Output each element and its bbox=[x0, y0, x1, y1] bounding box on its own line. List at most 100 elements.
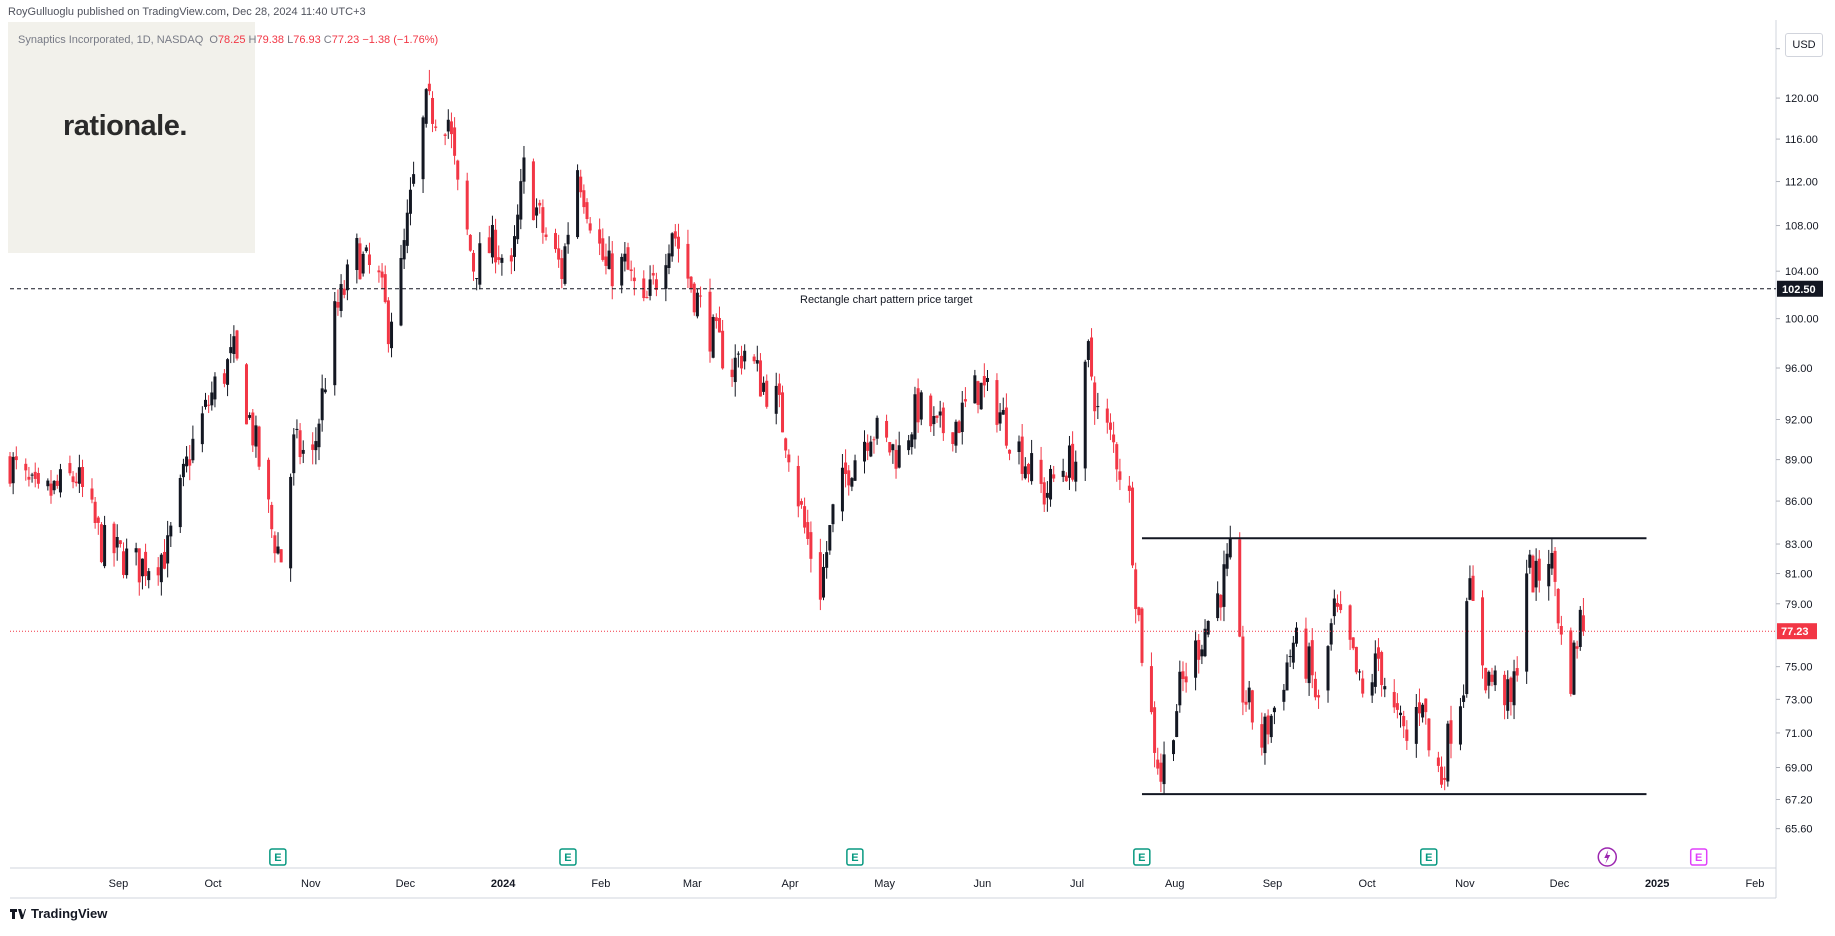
candle-body bbox=[1159, 762, 1163, 782]
candle-body bbox=[1569, 630, 1573, 694]
candle-body bbox=[1247, 687, 1251, 703]
candle-body bbox=[941, 407, 945, 434]
y-tick-label: 86.00 bbox=[1785, 496, 1813, 508]
candle-body bbox=[1203, 628, 1207, 657]
candle-body bbox=[1149, 666, 1153, 713]
candle-body bbox=[1351, 637, 1355, 649]
candle-body bbox=[1376, 647, 1380, 659]
y-tick-label: 75.00 bbox=[1785, 662, 1813, 674]
candle-body bbox=[1004, 407, 1008, 446]
candle-body bbox=[207, 404, 211, 406]
candle-body bbox=[1272, 707, 1276, 713]
high-value: 79.38 bbox=[256, 34, 285, 46]
candle-body bbox=[1291, 642, 1295, 663]
y-tick-label: 71.00 bbox=[1785, 728, 1813, 740]
candle-body bbox=[46, 480, 50, 487]
currency-button[interactable]: USD bbox=[1785, 33, 1823, 57]
candle-body bbox=[629, 269, 633, 272]
x-tick-label: Oct bbox=[204, 878, 221, 890]
candle-body bbox=[711, 316, 715, 358]
candle-body bbox=[538, 202, 542, 206]
candle-body bbox=[866, 442, 870, 451]
candle-body bbox=[531, 161, 535, 221]
candle-body bbox=[736, 353, 740, 355]
candle-body bbox=[434, 126, 438, 128]
last-price-tag bbox=[1777, 623, 1817, 640]
candle-body bbox=[1354, 646, 1358, 673]
candle-body bbox=[1045, 492, 1049, 498]
candle-body bbox=[1506, 679, 1510, 711]
earnings-marker bbox=[846, 848, 864, 866]
watermark-panel: rationale. bbox=[8, 22, 255, 253]
candle-body bbox=[125, 548, 129, 576]
candle-body bbox=[500, 257, 504, 263]
candle-body bbox=[36, 473, 40, 484]
candle-body bbox=[604, 256, 608, 266]
candle-body bbox=[1462, 695, 1466, 702]
candle-body bbox=[1285, 662, 1289, 691]
x-tick-label: Dec bbox=[396, 878, 416, 890]
candle-body bbox=[1294, 627, 1298, 644]
candle-body bbox=[1001, 409, 1005, 415]
candle-body bbox=[891, 444, 895, 451]
candle-body bbox=[453, 127, 457, 156]
y-tick-label: 67.20 bbox=[1785, 794, 1813, 806]
candle-body bbox=[333, 301, 337, 386]
candle-body bbox=[456, 160, 460, 180]
candle-body bbox=[689, 276, 693, 289]
candle-body bbox=[1127, 485, 1131, 491]
candle-body bbox=[695, 292, 699, 317]
candle-body bbox=[1313, 678, 1317, 698]
earnings-marker-label: E bbox=[851, 852, 858, 864]
candle-body bbox=[1358, 671, 1362, 673]
candle-body bbox=[339, 284, 343, 311]
candle-body bbox=[610, 253, 614, 287]
x-tick-label: Sep bbox=[1263, 878, 1283, 890]
candle-body bbox=[979, 382, 983, 410]
candle-body bbox=[985, 378, 989, 382]
candle-body bbox=[588, 223, 592, 231]
candle-body bbox=[1361, 678, 1365, 694]
candle-body bbox=[721, 330, 725, 369]
y-tick-label: 73.00 bbox=[1785, 694, 1813, 706]
y-tick-label: 96.00 bbox=[1785, 363, 1813, 375]
close-value: 77.23 bbox=[331, 34, 360, 46]
candle-body bbox=[1547, 563, 1551, 587]
candle-body bbox=[405, 212, 409, 246]
candle-body bbox=[1260, 724, 1264, 748]
candle-body bbox=[563, 246, 567, 284]
candle-body bbox=[251, 412, 255, 446]
candle-body bbox=[1304, 628, 1308, 679]
candle-body bbox=[1317, 695, 1321, 698]
candle-body bbox=[1575, 646, 1579, 649]
candle-body bbox=[607, 250, 611, 269]
candle-body bbox=[96, 517, 100, 523]
candle-body bbox=[314, 441, 318, 451]
candle-body bbox=[1039, 459, 1043, 484]
candle-body bbox=[77, 467, 81, 484]
candle-body bbox=[976, 381, 980, 405]
candle-body bbox=[1458, 706, 1462, 745]
candle-body bbox=[490, 224, 494, 258]
candle-body bbox=[888, 442, 892, 453]
candle-body bbox=[1074, 461, 1078, 482]
candle-body bbox=[1443, 777, 1447, 780]
candle-body bbox=[1090, 337, 1094, 377]
candle-body bbox=[1238, 539, 1242, 637]
candle-body bbox=[1481, 597, 1485, 666]
low-value: 76.93 bbox=[293, 34, 321, 46]
candle-body bbox=[1424, 698, 1428, 713]
change-value: −1.38 (−1.76%) bbox=[362, 34, 439, 46]
candle-body bbox=[784, 438, 788, 451]
x-tick-label: 2025 bbox=[1645, 878, 1669, 890]
candle-body bbox=[323, 389, 327, 393]
symbol-name: Synaptics Incorporated, 1D, NASDAQ bbox=[18, 34, 204, 46]
candle-body bbox=[1008, 449, 1012, 454]
candle-body bbox=[99, 524, 103, 563]
candle-body bbox=[1181, 671, 1185, 680]
candle-body bbox=[276, 546, 280, 554]
candle-body bbox=[553, 233, 557, 250]
candle-body bbox=[1427, 718, 1431, 751]
